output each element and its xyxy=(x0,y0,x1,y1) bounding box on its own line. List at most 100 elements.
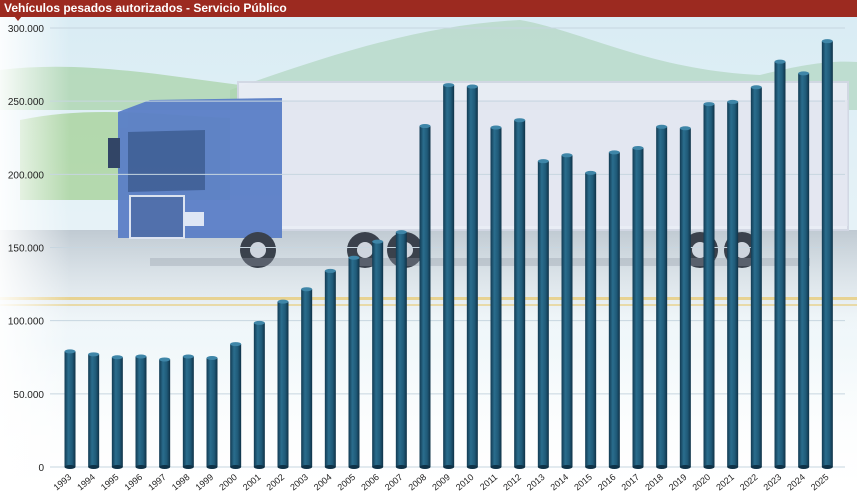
bar-base xyxy=(443,465,455,469)
bar-base xyxy=(111,465,123,469)
bar-2017 xyxy=(632,145,644,469)
bar-base xyxy=(514,465,526,469)
bar-2006 xyxy=(372,239,384,469)
bar-base xyxy=(490,465,502,469)
bar-2002 xyxy=(277,299,289,469)
bar xyxy=(585,172,597,467)
bar-base xyxy=(821,465,833,469)
bar-cap xyxy=(348,255,360,260)
bar-1995 xyxy=(111,355,123,469)
bar xyxy=(703,104,715,468)
bar-cap xyxy=(632,145,644,150)
bar xyxy=(182,356,194,467)
bar-2013 xyxy=(537,159,549,469)
bar-cap xyxy=(750,85,762,90)
bars xyxy=(64,39,833,469)
bar-2005 xyxy=(348,255,360,469)
bar-base xyxy=(277,465,289,469)
bar-base xyxy=(798,465,810,469)
y-tick-label: 0 xyxy=(38,463,44,474)
bar-1994 xyxy=(88,352,100,469)
bar-base xyxy=(703,465,715,469)
bar-2001 xyxy=(253,320,265,469)
bar-cap xyxy=(277,299,289,304)
bar-2016 xyxy=(608,150,620,469)
bar-base xyxy=(230,465,242,469)
bar xyxy=(301,289,313,467)
bar-cap xyxy=(608,150,620,155)
bar-base xyxy=(88,465,100,469)
bar-2015 xyxy=(585,170,597,469)
bar xyxy=(324,270,336,467)
bar xyxy=(443,85,455,467)
bar xyxy=(727,101,739,468)
bar-2025 xyxy=(821,39,833,469)
bar-base xyxy=(419,465,431,469)
bar-base xyxy=(182,465,194,469)
bar-cap xyxy=(182,354,194,359)
bar-base xyxy=(348,465,360,469)
bar-2000 xyxy=(230,342,242,469)
bar xyxy=(277,301,289,467)
bar-cap xyxy=(514,118,526,123)
bar-base xyxy=(561,465,573,469)
bar xyxy=(750,87,762,467)
bar xyxy=(253,322,265,467)
bar-2014 xyxy=(561,153,573,469)
bar-cap xyxy=(679,126,691,131)
bar-base xyxy=(774,465,786,469)
bar-cap xyxy=(443,83,455,88)
bar-2003 xyxy=(301,287,313,469)
y-tick-label: 50.000 xyxy=(13,390,44,401)
bar-cap xyxy=(821,39,833,44)
bar-base xyxy=(372,465,384,469)
bar-base xyxy=(206,465,218,469)
bar xyxy=(348,257,360,467)
bar xyxy=(206,357,218,467)
bar-cap xyxy=(774,59,786,64)
bar xyxy=(230,344,242,467)
bar-cap xyxy=(135,354,147,359)
bar-2009 xyxy=(443,83,455,469)
bar-2012 xyxy=(514,118,526,469)
bar xyxy=(466,86,478,468)
bar xyxy=(656,126,668,468)
bar-base xyxy=(466,465,478,469)
bar-2011 xyxy=(490,125,502,469)
bar-2010 xyxy=(466,84,478,469)
y-tick-label: 250.000 xyxy=(8,97,45,108)
bar xyxy=(395,232,407,467)
bar-cap xyxy=(585,170,597,175)
chart-title: Vehículos pesados autorizados - Servicio… xyxy=(4,1,287,15)
bar-cap xyxy=(419,124,431,129)
bar-base xyxy=(632,465,644,469)
y-tick-label: 300.000 xyxy=(8,24,45,35)
bar-2019 xyxy=(679,126,691,469)
bar xyxy=(88,354,100,467)
bar xyxy=(135,356,147,467)
bar-base xyxy=(64,465,76,469)
bar xyxy=(679,128,691,467)
bar xyxy=(537,161,549,467)
bar-cap xyxy=(561,153,573,158)
bar-base xyxy=(395,465,407,469)
bar-cap xyxy=(88,352,100,357)
bar xyxy=(798,73,810,467)
bar-base xyxy=(656,465,668,469)
bar-cap xyxy=(466,84,478,89)
bar-1996 xyxy=(135,354,147,469)
bar xyxy=(774,61,786,467)
bar-2021 xyxy=(727,99,739,469)
bar-cap xyxy=(253,320,265,325)
bar-cap xyxy=(301,287,313,292)
bar-2007 xyxy=(395,230,407,469)
bar-cap xyxy=(395,230,407,235)
bar-cap xyxy=(159,357,171,362)
header-bar: Vehículos pesados autorizados - Servicio… xyxy=(0,0,857,17)
bar xyxy=(419,126,431,467)
bar-cap xyxy=(111,355,123,360)
bar-2024 xyxy=(798,71,810,469)
bar-base xyxy=(135,465,147,469)
y-tick-label: 200.000 xyxy=(8,170,45,181)
